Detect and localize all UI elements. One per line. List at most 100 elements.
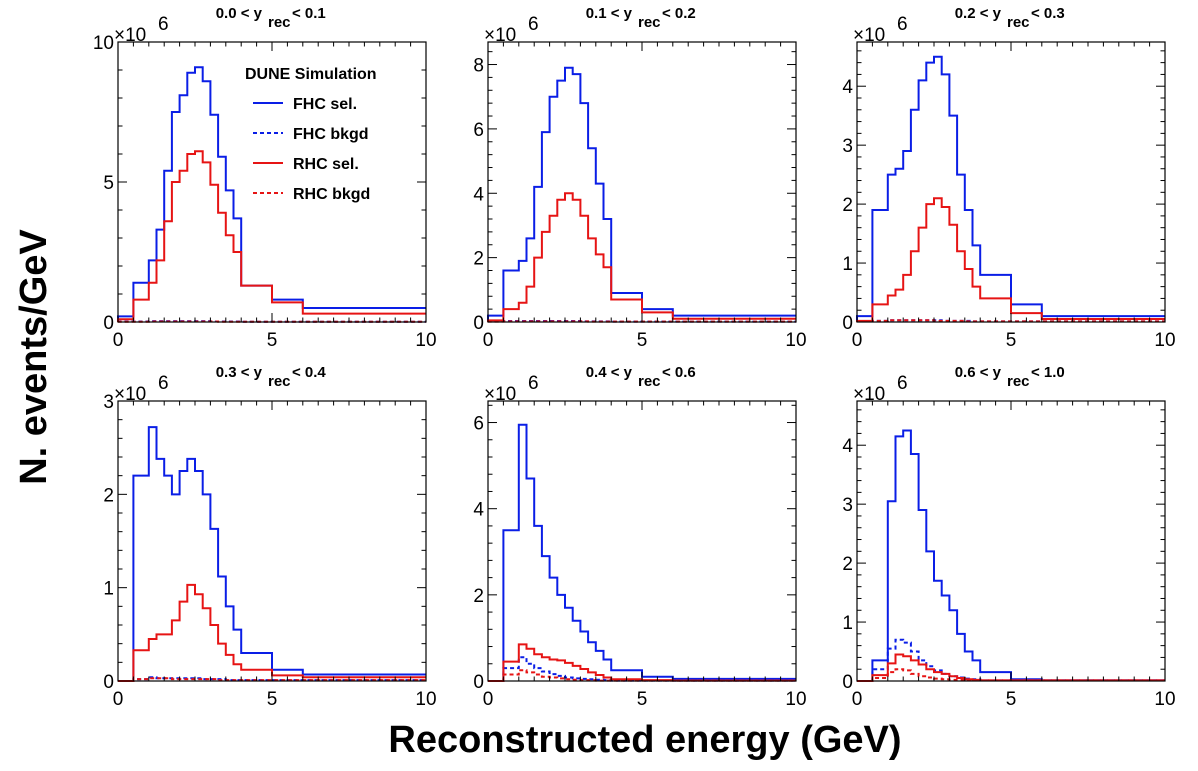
legend-label-rhc-sel: RHC sel. — [293, 156, 359, 173]
y-multiplier: ×10 — [853, 25, 885, 46]
x-tick-label: 5 — [267, 330, 278, 351]
y-tick-label: 6 — [473, 120, 484, 141]
y-multiplier-exponent: 6 — [897, 14, 908, 35]
y-multiplier: ×10 — [484, 25, 516, 46]
x-axis-label: Reconstructed energy (GeV) — [388, 719, 901, 761]
x-tick-label: 10 — [1154, 330, 1175, 351]
series-rhc-sel — [857, 653, 1165, 682]
y-tick-label: 6 — [473, 414, 484, 435]
legend: DUNE Simulation FHC sel. FHC bkgd RHC se… — [245, 66, 377, 203]
y-multiplier-exponent: 6 — [158, 373, 169, 394]
panel-1: 0 5 10 0 2 4 6 8×10 6 0.1 < y rec< 0.2 — [473, 5, 806, 351]
x-tick-label: 10 — [785, 330, 806, 351]
y-multiplier-exponent: 6 — [897, 373, 908, 394]
series-fhc-sel — [117, 66, 426, 322]
series-fhc-sel — [857, 429, 1165, 682]
panel-5: 0 5 10 0 1 2 3 4 ×10 6 0.6 < y rec< 1.0 — [842, 364, 1175, 710]
y-tick-label: 2 — [103, 485, 114, 506]
panel-title: 0.3 < y — [216, 364, 263, 381]
y-tick-label: 0 — [842, 672, 853, 693]
legend-label-rhc-bkgd: RHC bkgd — [293, 186, 370, 203]
y-multiplier: ×10 — [484, 384, 516, 405]
y-multiplier: ×10 — [114, 25, 146, 46]
series-rhc-bkgd — [488, 669, 796, 682]
x-tick-label: 10 — [415, 689, 436, 710]
panel-title: 0.6 < y — [955, 364, 1002, 381]
y-tick-label: 8 — [473, 56, 484, 77]
series-rhc-sel — [117, 150, 426, 322]
y-tick-label: 0 — [473, 313, 484, 334]
y-tick-label: 3 — [103, 392, 114, 413]
plot-frame — [117, 400, 427, 682]
y-tick-label: 4 — [842, 436, 853, 457]
x-tick-label: 0 — [113, 689, 124, 710]
y-tick-label: 0 — [842, 313, 853, 334]
x-tick-label: 5 — [267, 689, 278, 710]
series-fhc-sel — [856, 55, 1165, 322]
x-tick-label: 5 — [637, 689, 648, 710]
panel-title-end: < 0.6 — [662, 364, 696, 381]
x-tick-label: 5 — [637, 330, 648, 351]
x-tick-label: 10 — [415, 330, 436, 351]
y-tick-label: 4 — [473, 500, 484, 521]
y-tick-label: 2 — [842, 554, 853, 575]
x-tick-label: 0 — [852, 689, 863, 710]
panel-title: 0.2 < y — [955, 5, 1002, 22]
y-tick-label: 2 — [473, 249, 484, 270]
panel-title: 0.1 < y — [586, 5, 633, 22]
y-tick-label: 2 — [842, 195, 853, 216]
y-multiplier-exponent: 6 — [158, 14, 169, 35]
series-rhc-sel — [118, 583, 426, 682]
y-tick-label: 10 — [93, 33, 114, 54]
panel-title: 0.0 < y — [216, 5, 263, 22]
series-rhc-sel — [856, 197, 1165, 322]
series-fhc-sel — [118, 426, 426, 682]
panel-title-subscript: rec — [1007, 14, 1030, 31]
panel-3: 0 5 10 0 1 2 3 ×10 6 0.3 < y rec< 0.4 — [103, 364, 436, 710]
y-tick-label: 0 — [103, 313, 114, 334]
legend-title: DUNE Simulation — [245, 66, 377, 83]
panel-title: 0.4 < y — [586, 364, 633, 381]
x-tick-label: 10 — [785, 689, 806, 710]
plot-frame — [487, 400, 797, 682]
x-tick-label: 5 — [1006, 689, 1017, 710]
y-tick-label: 0 — [103, 672, 114, 693]
y-tick-label: 1 — [842, 254, 853, 275]
legend-label-fhc-bkgd: FHC bkgd — [293, 126, 369, 143]
y-tick-label: 3 — [842, 495, 853, 516]
y-tick-label: 2 — [473, 586, 484, 607]
x-tick-label: 0 — [113, 330, 124, 351]
y-multiplier-exponent: 6 — [528, 14, 539, 35]
series-rhc-sel — [487, 192, 796, 322]
y-tick-label: 4 — [473, 184, 484, 205]
panel-title-end: < 0.1 — [292, 5, 326, 22]
series-fhc-sel — [488, 423, 796, 682]
y-tick-label: 3 — [842, 136, 853, 157]
y-axis-label: N. events/GeV — [13, 229, 55, 485]
y-multiplier: ×10 — [853, 384, 885, 405]
series-fhc-sel — [487, 66, 796, 322]
panel-title-subscript: rec — [638, 14, 661, 31]
x-tick-label: 0 — [852, 330, 863, 351]
y-multiplier: ×10 — [114, 384, 146, 405]
panel-title-subscript: rec — [638, 373, 661, 390]
panel-title-end: < 1.0 — [1031, 364, 1065, 381]
panel-title-subscript: rec — [1007, 373, 1030, 390]
panel-title-subscript: rec — [268, 14, 291, 31]
y-tick-label: 1 — [842, 613, 853, 634]
y-tick-label: 4 — [842, 77, 853, 98]
x-tick-label: 5 — [1006, 330, 1017, 351]
x-tick-label: 10 — [1154, 689, 1175, 710]
panel-title-end: < 0.3 — [1031, 5, 1065, 22]
y-tick-label: 5 — [103, 173, 114, 194]
x-tick-label: 0 — [483, 689, 494, 710]
y-tick-label: 1 — [103, 579, 114, 600]
y-multiplier-exponent: 6 — [528, 373, 539, 394]
x-tick-label: 0 — [483, 330, 494, 351]
panel-title-end: < 0.4 — [292, 364, 326, 381]
panel-2: 0 5 10 0 1 2 3 4 ×10 6 0.2 < y rec< 0.3 — [842, 5, 1175, 351]
